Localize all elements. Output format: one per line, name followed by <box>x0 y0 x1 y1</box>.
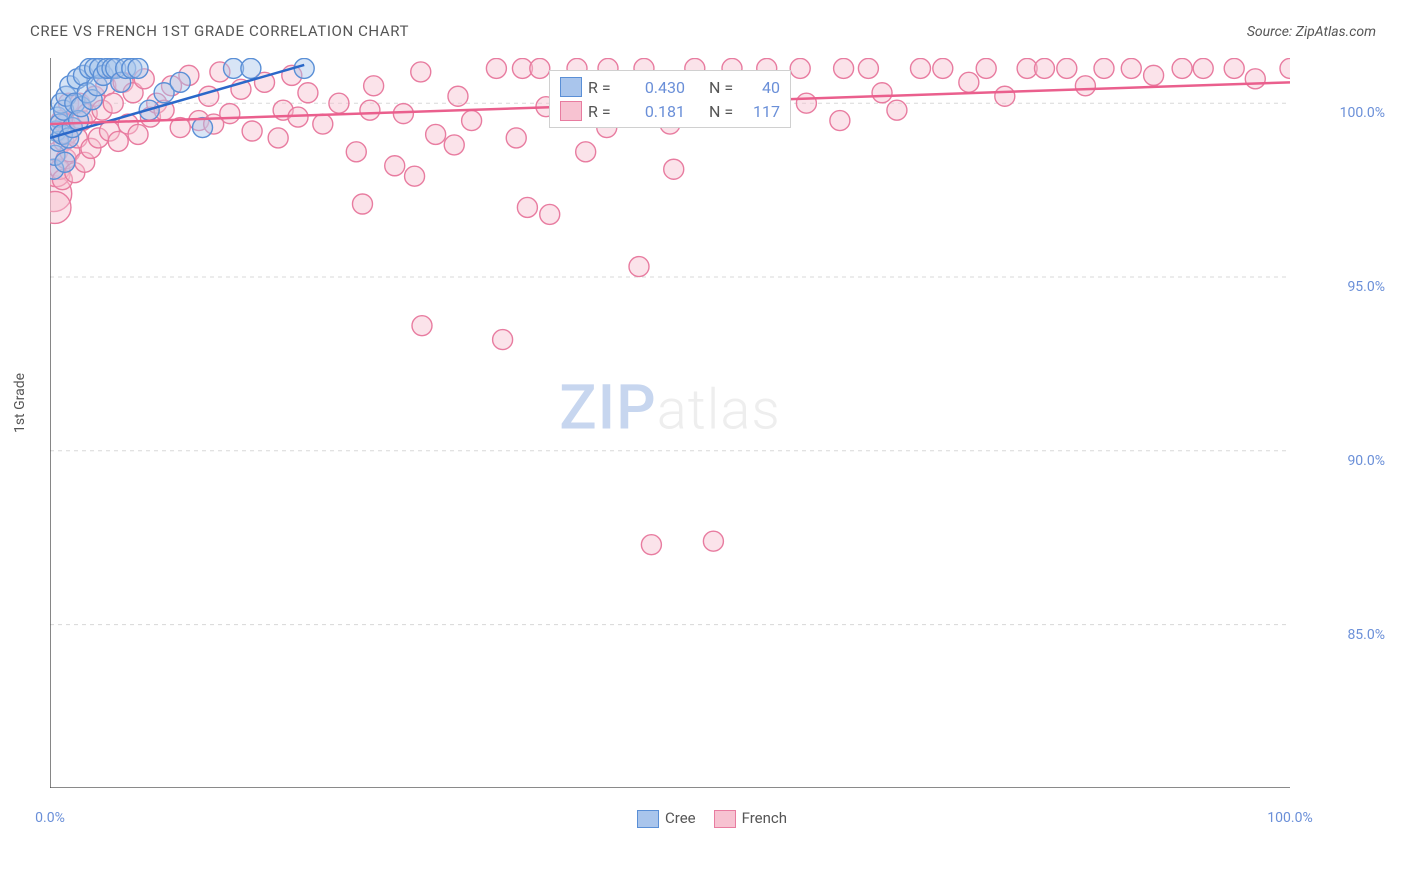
data-point-french <box>220 104 240 124</box>
legend-r-value: 0.181 <box>630 102 685 121</box>
data-point-french <box>830 111 850 131</box>
data-point-cree <box>241 58 261 78</box>
y-tick-label: 95.0% <box>1305 279 1385 295</box>
data-point-french <box>426 124 446 144</box>
data-point-french <box>486 58 506 78</box>
data-point-french <box>506 128 526 148</box>
data-point-french <box>790 58 810 78</box>
data-point-french <box>385 156 405 176</box>
data-point-cree <box>193 118 213 138</box>
data-point-french <box>540 204 560 224</box>
data-point-french <box>1193 58 1213 78</box>
data-point-french <box>352 194 372 214</box>
data-point-cree <box>170 72 190 92</box>
legend-n-label: N = <box>709 78 739 97</box>
data-point-french <box>933 58 953 78</box>
data-point-french <box>103 93 123 113</box>
data-point-french <box>462 111 482 131</box>
data-point-french <box>1280 58 1290 78</box>
chart-source: Source: ZipAtlas.com <box>1247 24 1376 40</box>
data-point-french <box>796 93 816 113</box>
data-point-french <box>108 131 128 151</box>
data-point-french <box>576 142 596 162</box>
legend-swatch <box>637 810 659 828</box>
data-point-french <box>629 257 649 277</box>
data-point-french <box>959 72 979 92</box>
legend-swatch <box>714 810 736 828</box>
data-point-french <box>1245 69 1265 89</box>
legend-r-value: 0.430 <box>630 78 685 97</box>
data-point-french <box>858 58 878 78</box>
data-point-french <box>1121 58 1141 78</box>
data-point-french <box>910 58 930 78</box>
legend-stats-row: R = 0.430 N = 40 <box>560 75 780 99</box>
legend-swatch <box>560 101 582 121</box>
data-point-french <box>872 83 892 103</box>
data-point-french <box>298 83 318 103</box>
data-point-french <box>364 76 384 96</box>
data-point-cree <box>128 58 148 78</box>
data-point-french <box>411 62 431 82</box>
data-point-french <box>517 197 537 217</box>
data-point-french <box>530 58 550 78</box>
data-point-french <box>1224 58 1244 78</box>
data-point-french <box>887 100 907 120</box>
y-tick-label: 85.0% <box>1305 627 1385 643</box>
data-point-french <box>1075 76 1095 96</box>
legend-label: French <box>742 809 787 827</box>
legend-r-label: R = <box>588 102 624 121</box>
data-point-french <box>412 316 432 336</box>
data-point-french <box>448 86 468 106</box>
y-axis-label: 1st Grade <box>12 373 28 433</box>
y-axis-label-wrap: 1st Grade <box>8 48 32 758</box>
data-point-french <box>703 531 723 551</box>
legend-n-value: 117 <box>745 102 780 121</box>
data-point-cree <box>294 58 314 78</box>
chart-title: CREE VS FRENCH 1ST GRADE CORRELATION CHA… <box>30 22 409 40</box>
legend-n-label: N = <box>709 102 739 121</box>
data-point-french <box>346 142 366 162</box>
legend-n-value: 40 <box>745 78 780 97</box>
data-point-french <box>493 330 513 350</box>
data-point-french <box>995 86 1015 106</box>
data-point-french <box>444 135 464 155</box>
data-point-french <box>242 121 262 141</box>
plot-svg <box>50 58 1290 788</box>
data-point-french <box>268 128 288 148</box>
chart-area: 1st Grade ZIPatlas 85.0%90.0%95.0%100.0%… <box>0 48 1406 838</box>
data-point-french <box>1034 58 1054 78</box>
legend-stats-row: R = 0.181 N = 117 <box>560 99 780 123</box>
legend-stats: R = 0.430 N = 40 R = 0.181 N = 117 <box>549 70 791 128</box>
data-point-french <box>1057 58 1077 78</box>
data-point-french <box>329 93 349 113</box>
y-tick-label: 100.0% <box>1305 105 1385 121</box>
data-point-french <box>360 100 380 120</box>
data-point-french <box>834 58 854 78</box>
data-point-french <box>664 159 684 179</box>
data-point-cree <box>55 152 75 172</box>
data-point-french <box>1144 65 1164 85</box>
chart-header: CREE VS FRENCH 1ST GRADE CORRELATION CHA… <box>0 0 1406 48</box>
legend-bottom: Cree French <box>0 809 1406 828</box>
y-tick-label: 90.0% <box>1305 453 1385 469</box>
data-point-french <box>1172 58 1192 78</box>
legend-label: Cree <box>665 809 696 827</box>
data-point-french <box>128 124 148 144</box>
data-point-french <box>405 166 425 186</box>
plot-region: ZIPatlas 85.0%90.0%95.0%100.0%0.0%100.0%… <box>50 58 1290 788</box>
legend-swatch <box>560 77 582 97</box>
legend-r-label: R = <box>588 78 624 97</box>
data-point-french <box>313 114 333 134</box>
data-point-french <box>1094 58 1114 78</box>
data-point-french <box>976 58 996 78</box>
data-point-french <box>641 535 661 555</box>
